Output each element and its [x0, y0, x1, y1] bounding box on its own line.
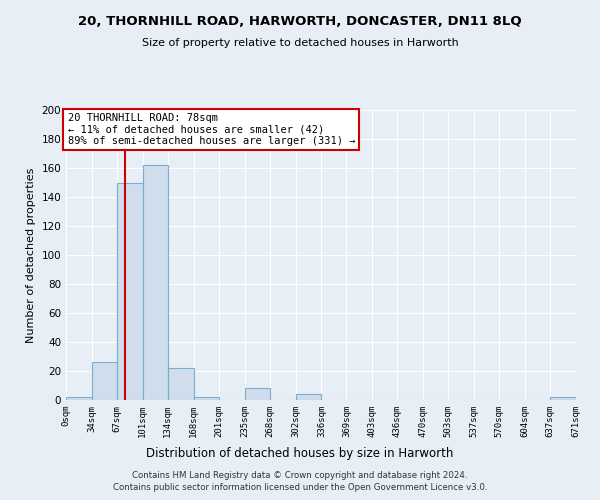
Bar: [92, 362, 117, 400]
Bar: [296, 394, 322, 400]
Bar: [550, 397, 576, 400]
Bar: [117, 182, 143, 400]
Text: 20 THORNHILL ROAD: 78sqm
← 11% of detached houses are smaller (42)
89% of semi-d: 20 THORNHILL ROAD: 78sqm ← 11% of detach…: [68, 113, 355, 146]
Text: Distribution of detached houses by size in Harworth: Distribution of detached houses by size …: [146, 448, 454, 460]
Text: Size of property relative to detached houses in Harworth: Size of property relative to detached ho…: [142, 38, 458, 48]
Bar: [143, 165, 168, 400]
Bar: [245, 388, 269, 400]
Text: Contains HM Land Registry data © Crown copyright and database right 2024.: Contains HM Land Registry data © Crown c…: [132, 471, 468, 480]
Text: 20, THORNHILL ROAD, HARWORTH, DONCASTER, DN11 8LQ: 20, THORNHILL ROAD, HARWORTH, DONCASTER,…: [78, 15, 522, 28]
Bar: [194, 397, 219, 400]
Text: Contains public sector information licensed under the Open Government Licence v3: Contains public sector information licen…: [113, 484, 487, 492]
Bar: [66, 397, 92, 400]
Y-axis label: Number of detached properties: Number of detached properties: [26, 168, 36, 342]
Bar: [168, 368, 194, 400]
